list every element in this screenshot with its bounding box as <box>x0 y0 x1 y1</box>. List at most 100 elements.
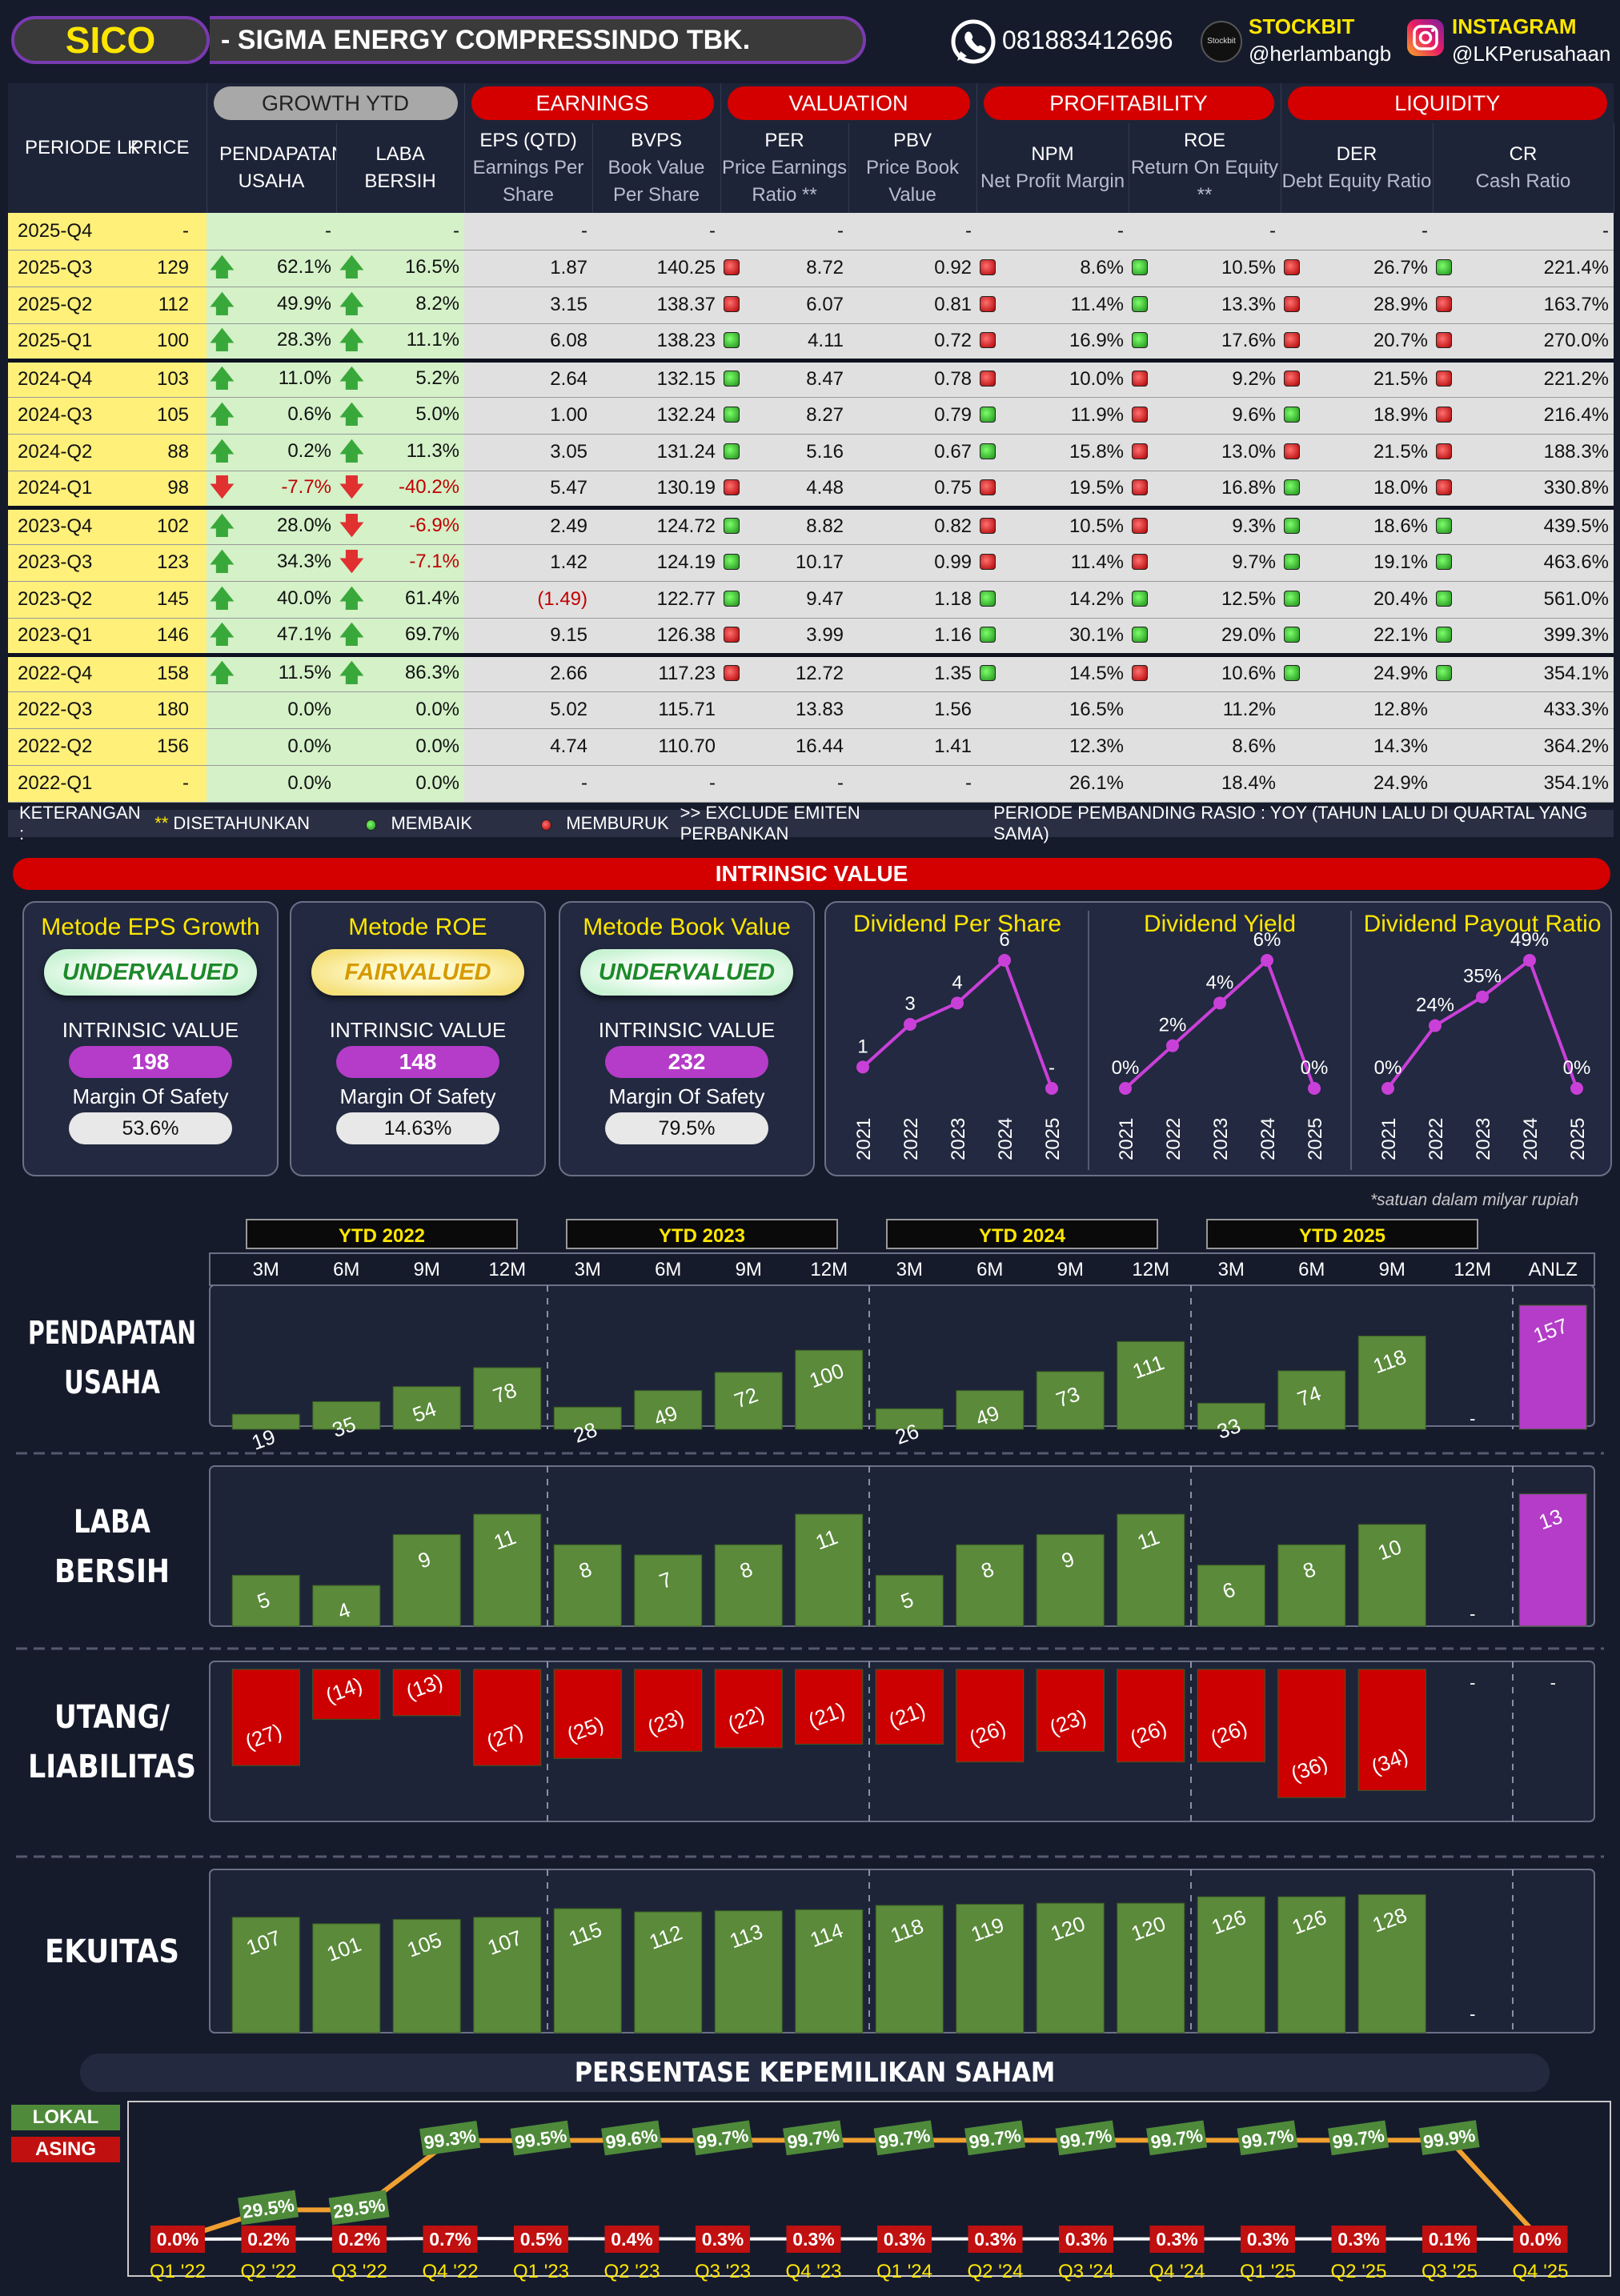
cell-cr: 163.7% <box>1543 294 1610 315</box>
ownership-line <box>177 2138 1542 2242</box>
bar-value-label: - <box>1470 1673 1475 1693</box>
quarter-tick-label: Q4 '24 <box>1149 2261 1205 2282</box>
stockbit-handle[interactable]: @herlambangb <box>1249 42 1392 66</box>
cell-roe: 18.4% <box>1221 772 1277 794</box>
quarter-tick-label: Q2 '22 <box>241 2261 297 2282</box>
bar <box>875 1905 944 2034</box>
bar <box>875 1669 944 1745</box>
cell-roe: - <box>1269 219 1277 242</box>
cell-pbv: 0.72 <box>934 330 972 351</box>
table-row: 2022-Q2 156 0.0% 0.0% 4.74 110.70 16.44 1.41 12.… <box>8 728 1614 766</box>
green-indicator-icon <box>1284 518 1301 534</box>
green-indicator-icon <box>980 407 996 423</box>
red-indicator-icon <box>1436 332 1453 348</box>
intrinsic-value-label: INTRINSIC VALUE <box>329 1018 507 1042</box>
cell-per: 16.44 <box>795 735 844 757</box>
dividend-year-tick: 2021 <box>1378 1118 1400 1160</box>
instagram-label: INSTAGRAM <box>1452 14 1577 38</box>
dividend-point <box>1381 1082 1394 1095</box>
bar <box>392 1534 461 1627</box>
cell-pbv: - <box>965 219 972 242</box>
bar <box>1117 1669 1185 1763</box>
cell-periode: 2025-Q4 <box>8 213 110 250</box>
cell-bvps: 130.19 <box>656 477 716 499</box>
red-indicator-icon <box>1132 443 1149 459</box>
bar <box>1277 1544 1346 1627</box>
cell-eps: - <box>581 219 588 242</box>
cell-pendapatan: - <box>325 219 332 242</box>
cell-roe: 10.6% <box>1221 663 1277 684</box>
cell-pendapatan: 0.0% <box>287 735 332 757</box>
cell-eps: 2.49 <box>550 515 588 537</box>
cell-der: 12.8% <box>1373 699 1429 720</box>
cell-eps: 1.87 <box>550 257 588 278</box>
cell-pendapatan: 62.1% <box>276 256 332 278</box>
red-indicator-icon <box>980 371 996 387</box>
chart-row-title: BERSIH <box>54 1553 170 1590</box>
cell-npm: 16.9% <box>1069 330 1125 351</box>
lokal-label-box <box>783 2120 844 2156</box>
dividend-year-tick: 2023 <box>1210 1118 1232 1160</box>
cell-cr: 270.0% <box>1543 330 1610 351</box>
arrow-up-icon: 🡅 <box>210 586 235 612</box>
dividend-data-label: 0% <box>1301 1057 1329 1079</box>
cell-pbv: 1.35 <box>934 663 972 684</box>
green-indicator-icon <box>1436 665 1453 681</box>
cell-laba: 16.5% <box>404 256 460 278</box>
bar <box>231 1669 300 1766</box>
cell-laba: -7.1% <box>409 551 460 572</box>
table-row: 2023-Q4 102 🡅 28.0% 🡇 -6.9% 2.49 124.72 8.82 0.82… <box>8 505 1614 545</box>
cell-pendapatan: 47.1% <box>276 623 332 645</box>
asing-label: 0.7% <box>429 2229 471 2250</box>
asing-label: 0.0% <box>157 2229 198 2250</box>
lokal-label-box <box>1146 2120 1208 2156</box>
cell-roe: 11.2% <box>1222 699 1277 720</box>
cell-pbv: 0.99 <box>934 551 972 573</box>
table-row: 2024-Q3 105 🡅 0.6% 🡅 5.0% 1.00 132.24 8.27 0.79 11… <box>8 397 1614 435</box>
cell-bvps: 122.77 <box>656 588 716 610</box>
cell-laba: -40.2% <box>398 476 460 498</box>
col-pbv-sub: Price Book Value <box>865 157 960 206</box>
legend-red-dot-icon <box>540 819 552 831</box>
cell-eps: - <box>581 772 588 794</box>
dividend-point <box>1119 1082 1132 1095</box>
cell-periode: 2025-Q1 <box>8 323 110 361</box>
dividend-year-tick: 2025 <box>1567 1118 1589 1160</box>
whatsapp-icon <box>951 19 996 64</box>
cell-pendapatan: 0.6% <box>287 403 332 425</box>
dividend-data-label: 4 <box>952 972 962 993</box>
quarter-tick-label: Q2 '23 <box>604 2261 660 2282</box>
cell-bvps: 117.23 <box>658 663 716 684</box>
cell-cr: 364.2% <box>1543 735 1610 757</box>
cell-pbv: 0.81 <box>934 294 972 315</box>
col-eps-sub: Earnings Per Share <box>472 157 584 206</box>
group-earnings: EARNINGS <box>471 86 714 120</box>
lokal-label-box <box>1237 2120 1298 2156</box>
cell-periode: 2023-Q1 <box>8 618 110 655</box>
col-per: PER <box>764 130 804 151</box>
arrow-up-icon: 🡅 <box>210 254 235 281</box>
asing-label-box <box>332 2226 387 2253</box>
arrow-up-icon: 🡅 <box>339 327 364 354</box>
bar <box>714 1372 783 1430</box>
cell-pendapatan: -7.7% <box>281 476 332 498</box>
cell-cr: 399.3% <box>1543 624 1610 646</box>
lokal-label-box <box>964 2120 1026 2156</box>
valuation-verdict: UNDERVALUED <box>580 949 793 996</box>
legend-memburuk: MEMBURUK <box>566 813 669 833</box>
cell-roe: 9.7% <box>1232 551 1277 573</box>
cell-periode: 2024-Q3 <box>8 397 110 435</box>
arrow-up-icon: 🡅 <box>210 291 235 318</box>
red-indicator-icon <box>1436 407 1453 423</box>
legend-exclude: >> EXCLUDE EMITEN PERBANKAN <box>680 803 860 843</box>
asing-label: 0.3% <box>1156 2229 1197 2250</box>
stockbit-logo: Stockbit <box>1201 21 1242 62</box>
cell-pbv: 0.92 <box>934 257 972 278</box>
cell-cr: 221.2% <box>1543 368 1610 390</box>
dividend-data-label: 35% <box>1463 966 1502 988</box>
intrinsic-value: 198 <box>69 1046 232 1078</box>
bar <box>1357 1893 1426 2034</box>
cell-pendapatan: 11.0% <box>278 367 332 389</box>
instagram-handle[interactable]: @LKPerusahaan <box>1452 42 1611 66</box>
asing-label: 0.2% <box>339 2229 380 2250</box>
